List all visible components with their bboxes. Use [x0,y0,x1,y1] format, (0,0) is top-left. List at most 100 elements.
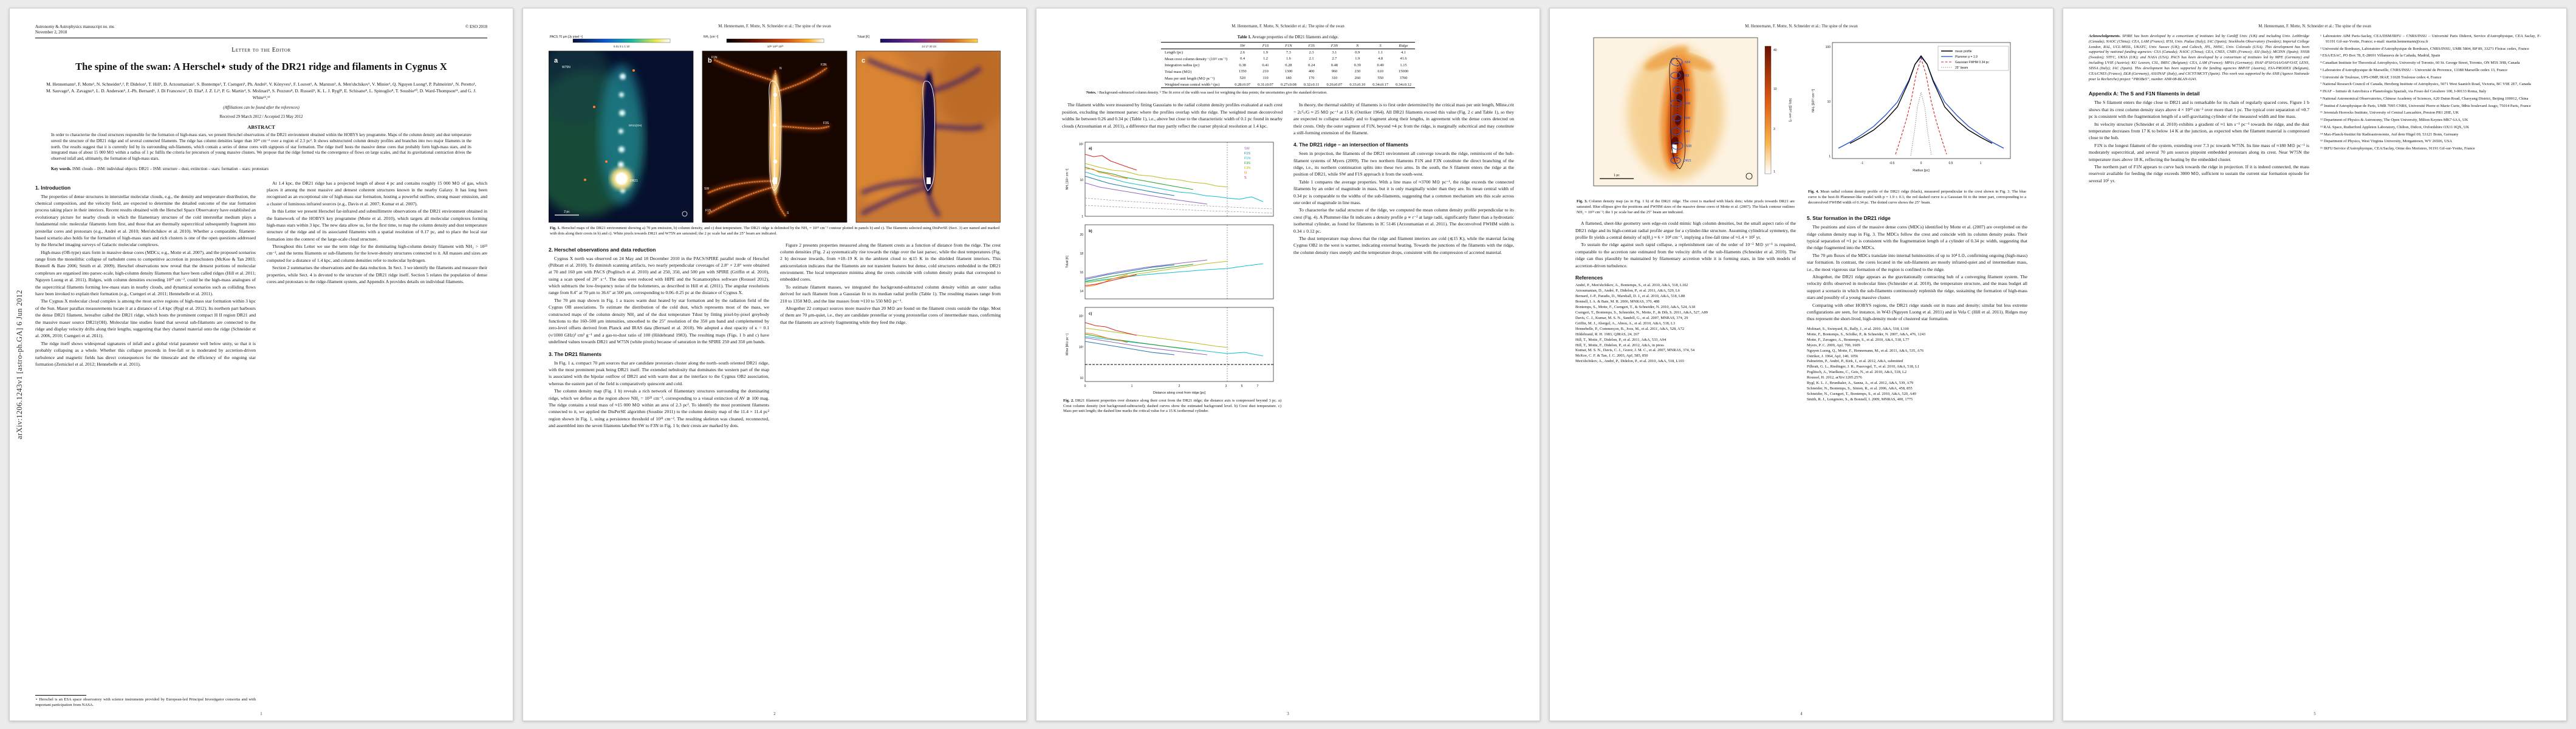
table-cell: 2.1 [1309,56,1314,61]
affiliation-entry: ¹⁶ IRFU/Service d'Astrophysique, CEA/Sac… [2320,146,2475,151]
fig3-crest-dots [1676,55,1679,171]
table-cell: 2.3 [1309,50,1314,55]
legend-item: F3N [1244,166,1250,170]
table-cell: 2.7 [1332,56,1337,61]
page4-col-left: N54 N53 N51 N48 N46 N44 N38 DR21 1 pc [1575,34,1796,708]
fig4-x-tick: -0.5 [1889,162,1895,165]
table-cell: 1.1 [1378,50,1383,55]
table-cell: F1N [1276,42,1300,49]
paragraph: The positions and sizes of the massive d… [1807,224,2027,251]
fig4-x-tick: 0.5 [1949,162,1953,165]
page1-col-left: 1. Introduction The properties of dense … [35,180,256,708]
fig2-panel-b-letter: b) [1089,230,1092,233]
table-cell: 1.15 [1400,63,1407,67]
fig3-map-art [1627,46,1724,180]
page-1: arXiv:1206.1243v1 [astro-ph.GA] 6 Jun 20… [9,8,513,721]
section-1-heading: 1. Introduction [35,184,71,191]
fig2a-curve-f1s [1084,176,1175,196]
fig3-contour [1669,58,1685,169]
section-4-paragraphs-cont: A flattened, sheet-like geometry seen ed… [1575,220,1796,270]
paragraph: Seen in projection, the filaments of the… [1293,151,1514,177]
legend-item: SW [1244,147,1250,151]
reference-entry: Schneider, N., Csengeri, T., Bontemps, S… [1807,392,1916,397]
paragraph: Table 1 compares the average properties.… [1293,179,1514,206]
section-3-paragraphs-right: Figure 2 presents properties measured al… [780,242,1001,327]
paragraph: At 1.4 kpc, the DR21 ridge has a project… [267,180,487,207]
article-type: Letter to the Editor [231,46,291,53]
fig4-legend: mean profile Plummer p = 1.9 Gaussian FW… [1937,46,2009,71]
section-3-paragraphs-cont: The filament widths were measured by fit… [1062,101,1283,130]
paragraph: In theory, the thermal stability of fila… [1293,102,1514,135]
paragraph: Figure 2 presents properties measured al… [780,242,1001,282]
paragraph: Throughout this Letter we use the term r… [267,244,487,263]
fig4-beam-curve [1910,92,1932,156]
fig1-filament-label-f3s: F3S [823,122,829,125]
fig2-x-axis: 0 1 2 3 5 7 Distance along crest from ri… [1084,385,1259,395]
fig2-yc-tick: 10 [1080,377,1083,380]
fig1-colorbar-c-ticks: 14 17 20 23 [922,45,936,48]
legend-item: mean profile [1955,50,1972,53]
fig4-y-label: NH₂ [10²¹ cm⁻²] [1812,89,1815,113]
section-2-heading: 2. Herschel observations and data reduct… [549,246,656,253]
fig2a-curve-f1n [1084,171,1264,202]
reference-entry: Poglitsch, A., Waelkens, C., Geis, N., e… [1807,370,1907,375]
running-head: M. Hennemann, F. Motte, N. Schneider et … [718,24,831,29]
fig2-panel-a-letter: a) [1089,147,1092,151]
table-cell: F3N [1323,42,1346,49]
reference-entry: Nguyen Luong, Q., Motte, F., Hennemann, … [1807,348,1924,353]
fig2-panel-c: c) 10³ 10² 10 Mline [M⊙ pc⁻¹] [1066,307,1274,382]
legend-item: F3S [1244,162,1250,165]
fig1-colorbar-b-ticks: 10²¹ 10²² 10²³ [767,45,784,48]
paragraph: To estimate filament masses, we integrat… [780,284,1001,304]
page-number: 5 [2314,712,2316,716]
fig1-filament-label-s: S [787,211,789,215]
table-cell: Mean crest column density ᵃ (10²² cm⁻²) [1165,56,1228,61]
fig1-map-b-frame [702,50,848,223]
fig1-map-c-art [856,51,1001,216]
table-cell: 0.31±0.07 [1254,81,1277,88]
table-cell: 4.1 [1401,50,1406,55]
table-cell: 260 [1354,76,1361,80]
fig3-colorbar-ticks: 40 10 3 1 [1773,49,1777,174]
colorbar-tick: 1 [1773,170,1775,174]
fig1-filament-label-f1s: F1S [705,209,711,213]
reference-entry: Ostriker, J. 1964, ApJ, 140, 1056 [1807,354,1858,358]
table-cell: 400 [1308,69,1315,74]
paragraph: In Fig. 1 a, compact 70 μm sources that … [549,360,769,386]
reference-entry: Roussel, H. 2012, arXiv:1205.2576 [1807,375,1862,380]
table-cell: 0.28±0.07 [1231,81,1255,88]
affiliation-entry: ¹ Laboratoire AIM Paris-Saclay, CEA/DSM/… [2320,34,2541,44]
fig2-ya-label: NH₂ [10²¹ cm⁻²] [1066,168,1069,190]
colorbar-tick: 40 [1773,49,1777,52]
table-cell: Mass per unit length (M⊙ pc⁻¹) [1165,76,1215,81]
fig4-plummer-curve [1838,56,2004,149]
fig1-panel-a: PACS 70 μm [Jy pixel⁻¹] 0.01 0.1 1 10 [549,35,694,223]
abstract-text: In order to characterise the cloud struc… [51,132,471,162]
page3-col-right: In theory, the thermal stability of fila… [1293,101,1514,708]
table-cell: 1300 [1284,69,1293,74]
section-3-paragraphs-left: In Fig. 1 a, compact 70 μm sources that … [549,360,769,430]
fig4-x-ticks: -1 -0.5 0 0.5 1 [1861,162,1982,165]
reference-entry: Griffin, M. J., Abergel, A., Abreu, A., … [1575,321,1676,326]
table-cell: 1.9 [1355,56,1360,61]
manuscript-header-left: Astronomy & Astrophysics manuscript no. … [35,24,114,36]
fig2-x-tick: 5 [1241,385,1243,388]
section-2-paragraphs: Cygnus X north was observed on 24 May an… [549,255,769,346]
fig2-panel-a: a) 10² 10 1 NH₂ [10²¹ cm⁻²] [1066,142,1274,219]
fig3-scalebar-label: 1 pc [1614,174,1620,177]
manuscript-header: Astronomy & Astrophysics manuscript no. … [35,24,487,38]
table-cell: 310 [1331,76,1338,80]
reference-entry: Smith, R. J., Longmore, S., & Bonnell, I… [1807,397,1913,402]
legend-item: N [1244,171,1247,175]
table-cell: 210 [1262,69,1269,74]
page-number: 1 [260,712,262,716]
reference-entry: Csengeri, T., Bontemps, S., Schneider, N… [1575,310,1708,315]
table-cell: 0.24 [1308,63,1315,67]
page2-columns: 2. Herschel observations and data reduct… [549,242,1001,708]
manuscript-line: Astronomy & Astrophysics manuscript no. … [35,24,114,29]
fig3-mdc-labels: N54 N53 N51 N48 N46 N44 N38 DR21 [1684,61,1691,163]
affiliation-entry: ¹¹ Jeremiah Horrocks Institute, Universi… [2320,111,2459,115]
section-5-heading: 5. Star formation in the DR21 ridge [1807,215,1891,222]
page4-col-right: 100 10 1 -1 -0.5 0 0.5 1 Radius [pc] NH₂… [1807,34,2027,708]
table-cell: 230 [1354,69,1361,74]
